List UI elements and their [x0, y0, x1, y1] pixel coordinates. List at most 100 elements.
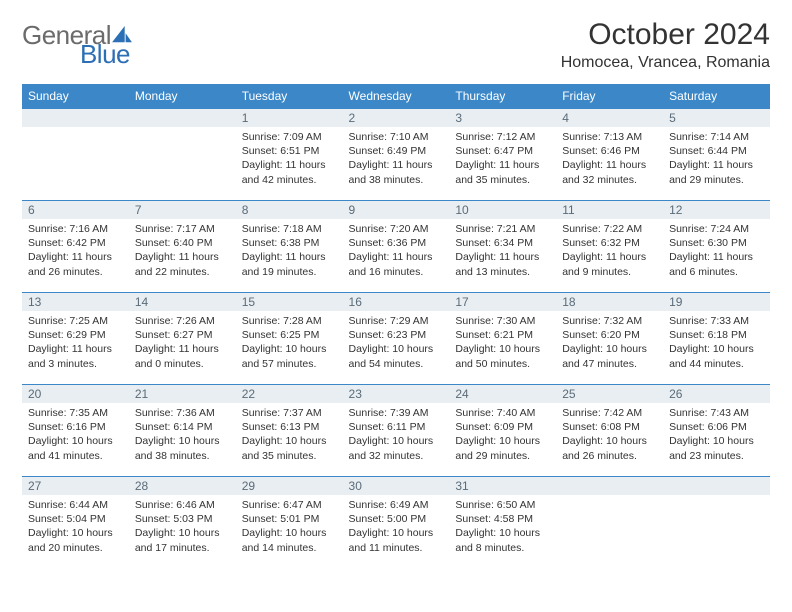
- day-cell: 16Sunrise: 7:29 AMSunset: 6:23 PMDayligh…: [343, 293, 450, 385]
- day-number: 11: [556, 201, 663, 219]
- sunset-text: Sunset: 6:21 PM: [455, 328, 550, 342]
- sunset-text: Sunset: 6:47 PM: [455, 144, 550, 158]
- month-title: October 2024: [561, 18, 770, 52]
- day-cell: 11Sunrise: 7:22 AMSunset: 6:32 PMDayligh…: [556, 201, 663, 293]
- day-number: 10: [449, 201, 556, 219]
- sunrise-text: Sunrise: 7:20 AM: [349, 222, 444, 236]
- day-number: 31: [449, 477, 556, 495]
- sunrise-text: Sunrise: 7:32 AM: [562, 314, 657, 328]
- sunrise-text: Sunrise: 7:25 AM: [28, 314, 123, 328]
- day-body: Sunrise: 7:36 AMSunset: 6:14 PMDaylight:…: [129, 403, 236, 467]
- day-body: Sunrise: 7:35 AMSunset: 6:16 PMDaylight:…: [22, 403, 129, 467]
- sunrise-text: Sunrise: 7:43 AM: [669, 406, 764, 420]
- sunrise-text: Sunrise: 7:28 AM: [242, 314, 337, 328]
- day-number: 7: [129, 201, 236, 219]
- daylight-text: Daylight: 11 hours and 13 minutes.: [455, 250, 550, 278]
- sunset-text: Sunset: 6:51 PM: [242, 144, 337, 158]
- logo: GeneralBlue: [22, 18, 132, 67]
- day-cell: 1Sunrise: 7:09 AMSunset: 6:51 PMDaylight…: [236, 109, 343, 201]
- daylight-text: Daylight: 10 hours and 44 minutes.: [669, 342, 764, 370]
- sunset-text: Sunset: 6:40 PM: [135, 236, 230, 250]
- daylight-text: Daylight: 10 hours and 14 minutes.: [242, 526, 337, 554]
- day-body: Sunrise: 7:16 AMSunset: 6:42 PMDaylight:…: [22, 219, 129, 283]
- daylight-text: Daylight: 10 hours and 50 minutes.: [455, 342, 550, 370]
- daylight-text: Daylight: 11 hours and 9 minutes.: [562, 250, 657, 278]
- day-number: 13: [22, 293, 129, 311]
- day-number: 22: [236, 385, 343, 403]
- sunset-text: Sunset: 4:58 PM: [455, 512, 550, 526]
- day-number: 1: [236, 109, 343, 127]
- day-cell: 10Sunrise: 7:21 AMSunset: 6:34 PMDayligh…: [449, 201, 556, 293]
- day-number: 21: [129, 385, 236, 403]
- sunrise-text: Sunrise: 6:50 AM: [455, 498, 550, 512]
- day-number: 28: [129, 477, 236, 495]
- day-cell: [129, 109, 236, 201]
- week-row: 1Sunrise: 7:09 AMSunset: 6:51 PMDaylight…: [22, 109, 770, 201]
- daylight-text: Daylight: 11 hours and 3 minutes.: [28, 342, 123, 370]
- daylight-text: Daylight: 11 hours and 32 minutes.: [562, 158, 657, 186]
- day-body: Sunrise: 7:30 AMSunset: 6:21 PMDaylight:…: [449, 311, 556, 375]
- daylight-text: Daylight: 10 hours and 54 minutes.: [349, 342, 444, 370]
- day-number: 24: [449, 385, 556, 403]
- sunset-text: Sunset: 6:38 PM: [242, 236, 337, 250]
- day-body: Sunrise: 7:33 AMSunset: 6:18 PMDaylight:…: [663, 311, 770, 375]
- day-number: 2: [343, 109, 450, 127]
- day-cell: 31 Sunrise: 6:50 AMSunset: 4:58 PMDayligh…: [449, 477, 556, 569]
- day-cell: 18Sunrise: 7:32 AMSunset: 6:20 PMDayligh…: [556, 293, 663, 385]
- day-body: Sunrise: 7:09 AMSunset: 6:51 PMDaylight:…: [236, 127, 343, 191]
- day-number: 29: [236, 477, 343, 495]
- day-cell: 6Sunrise: 7:16 AMSunset: 6:42 PMDaylight…: [22, 201, 129, 293]
- daylight-text: Daylight: 11 hours and 42 minutes.: [242, 158, 337, 186]
- day-cell: 22Sunrise: 7:37 AMSunset: 6:13 PMDayligh…: [236, 385, 343, 477]
- daylight-text: Daylight: 11 hours and 22 minutes.: [135, 250, 230, 278]
- sunset-text: Sunset: 6:46 PM: [562, 144, 657, 158]
- day-body: Sunrise: 7:26 AMSunset: 6:27 PMDaylight:…: [129, 311, 236, 375]
- daylight-text: Daylight: 11 hours and 35 minutes.: [455, 158, 550, 186]
- daylight-text: Daylight: 11 hours and 38 minutes.: [349, 158, 444, 186]
- sunset-text: Sunset: 6:11 PM: [349, 420, 444, 434]
- day-cell: 13Sunrise: 7:25 AMSunset: 6:29 PMDayligh…: [22, 293, 129, 385]
- daylight-text: Daylight: 10 hours and 17 minutes.: [135, 526, 230, 554]
- day-number: 20: [22, 385, 129, 403]
- day-body: Sunrise: 7:29 AMSunset: 6:23 PMDaylight:…: [343, 311, 450, 375]
- day-body: Sunrise: 7:42 AMSunset: 6:08 PMDaylight:…: [556, 403, 663, 467]
- day-number: 26: [663, 385, 770, 403]
- day-cell: 14Sunrise: 7:26 AMSunset: 6:27 PMDayligh…: [129, 293, 236, 385]
- day-number: 16: [343, 293, 450, 311]
- sunrise-text: Sunrise: 7:13 AM: [562, 130, 657, 144]
- day-body: Sunrise: 7:37 AMSunset: 6:13 PMDaylight:…: [236, 403, 343, 467]
- day-cell: 2Sunrise: 7:10 AMSunset: 6:49 PMDaylight…: [343, 109, 450, 201]
- sunrise-text: Sunrise: 6:47 AM: [242, 498, 337, 512]
- day-number: 17: [449, 293, 556, 311]
- day-cell: 17Sunrise: 7:30 AMSunset: 6:21 PMDayligh…: [449, 293, 556, 385]
- day-cell: [22, 109, 129, 201]
- sunrise-text: Sunrise: 6:44 AM: [28, 498, 123, 512]
- sunrise-text: Sunrise: 7:26 AM: [135, 314, 230, 328]
- dow-thursday: Thursday: [449, 84, 556, 109]
- day-number: 3: [449, 109, 556, 127]
- sunset-text: Sunset: 6:13 PM: [242, 420, 337, 434]
- sunset-text: Sunset: 6:29 PM: [28, 328, 123, 342]
- day-body: Sunrise: 7:21 AMSunset: 6:34 PMDaylight:…: [449, 219, 556, 283]
- day-cell: 25Sunrise: 7:42 AMSunset: 6:08 PMDayligh…: [556, 385, 663, 477]
- day-cell: 23Sunrise: 7:39 AMSunset: 6:11 PMDayligh…: [343, 385, 450, 477]
- day-cell: [556, 477, 663, 569]
- sunset-text: Sunset: 6:08 PM: [562, 420, 657, 434]
- sunrise-text: Sunrise: 7:16 AM: [28, 222, 123, 236]
- header: GeneralBlue October 2024 Homocea, Vrance…: [22, 18, 770, 72]
- daylight-text: Daylight: 10 hours and 35 minutes.: [242, 434, 337, 462]
- day-cell: 5Sunrise: 7:14 AMSunset: 6:44 PMDaylight…: [663, 109, 770, 201]
- sunrise-text: Sunrise: 7:33 AM: [669, 314, 764, 328]
- day-cell: 19Sunrise: 7:33 AMSunset: 6:18 PMDayligh…: [663, 293, 770, 385]
- day-number: [663, 477, 770, 495]
- daylight-text: Daylight: 11 hours and 0 minutes.: [135, 342, 230, 370]
- day-number: 8: [236, 201, 343, 219]
- daylight-text: Daylight: 11 hours and 26 minutes.: [28, 250, 123, 278]
- day-body: Sunrise: 7:25 AMSunset: 6:29 PMDaylight:…: [22, 311, 129, 375]
- sunset-text: Sunset: 6:16 PM: [28, 420, 123, 434]
- day-number: 27: [22, 477, 129, 495]
- sunrise-text: Sunrise: 7:14 AM: [669, 130, 764, 144]
- day-of-week-row: Sunday Monday Tuesday Wednesday Thursday…: [22, 84, 770, 109]
- sunrise-text: Sunrise: 7:18 AM: [242, 222, 337, 236]
- daylight-text: Daylight: 10 hours and 8 minutes.: [455, 526, 550, 554]
